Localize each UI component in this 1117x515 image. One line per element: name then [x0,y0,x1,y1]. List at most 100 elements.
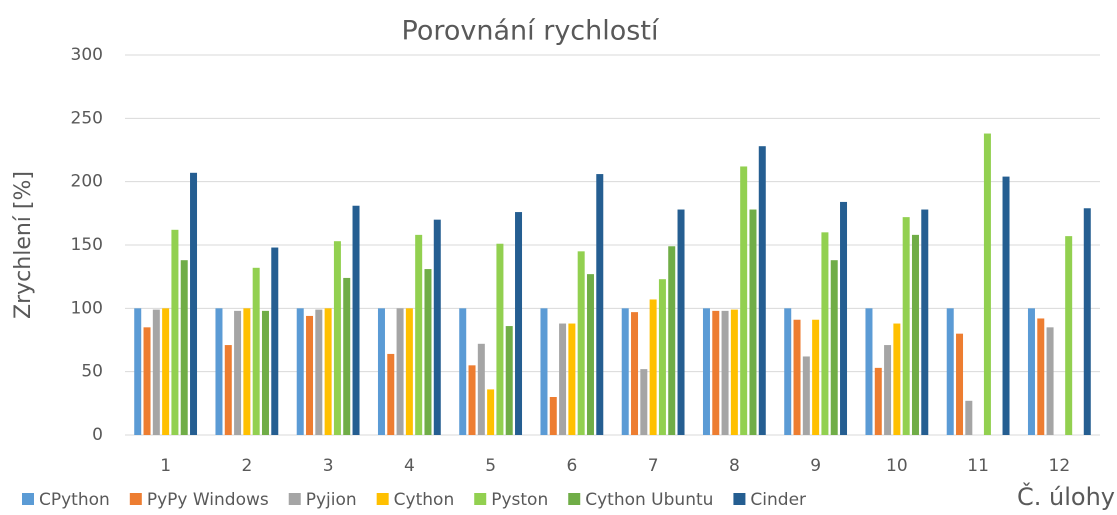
bar [234,310,242,435]
bar [496,243,504,435]
bar [946,308,954,435]
bar [468,365,476,435]
bar [568,323,576,435]
bar [190,172,198,436]
x-tick-label: 2 [241,456,252,476]
x-tick-label: 8 [729,456,740,476]
bar [405,308,413,435]
bar [162,308,170,435]
x-tick-label: 4 [404,456,415,476]
bar [658,279,666,435]
bar [152,309,160,435]
legend-swatch [568,493,581,505]
bar [721,310,729,435]
bar [515,212,523,435]
legend-swatch [474,493,487,505]
bar [171,229,179,435]
bar [965,400,973,435]
bar [874,367,882,435]
legend-label: Pyston [491,490,548,510]
legend-label: Cython [394,490,455,510]
bar [271,247,279,435]
bar [224,345,232,435]
bar [540,308,548,435]
bar [1027,308,1035,435]
bar [668,246,676,435]
y-axis-label: Zrychlení [%] [11,171,36,319]
bar [740,166,748,435]
x-tick-label: 7 [648,456,659,476]
bar [487,389,495,435]
bar [884,345,892,435]
bar [840,201,848,435]
bar [758,146,766,435]
legend-label: Cinder [750,490,806,510]
bar [549,397,557,435]
bar [243,308,251,435]
legend-label: PyPy Windows [147,490,269,510]
bar [352,205,360,435]
legend-label: Cython Ubuntu [585,490,713,510]
bar [296,308,304,435]
bar [180,260,188,435]
y-tick-label: 300 [71,45,103,65]
x-axis-label: Č. úlohy [1017,481,1115,511]
legend-swatch [22,493,34,505]
x-tick-label: 11 [967,456,989,476]
bar [396,308,404,435]
bar [1083,208,1091,435]
y-tick-label: 50 [81,362,103,382]
legend-label: Pyjion [306,490,357,510]
bar [477,343,485,435]
bar [893,323,901,435]
bar [902,217,910,435]
bar [459,308,467,435]
bar [586,274,594,435]
bar [911,234,919,435]
legend-swatch [733,493,746,505]
bar [252,267,260,435]
bar [793,319,801,435]
bar [784,308,792,435]
bar [324,308,332,435]
legend-swatch [129,493,142,505]
x-tick-label: 12 [1049,456,1071,476]
bar [1065,236,1073,435]
bar [640,369,648,435]
bar [134,308,142,435]
y-tick-label: 150 [71,235,103,255]
legend-swatch [288,493,301,505]
chart-title: Porovnání rychlostí [402,16,660,47]
legend-label: CPython [39,490,110,510]
bar [1037,318,1045,435]
bar [631,312,639,435]
bar [215,308,223,435]
bar [377,308,385,435]
bar [749,209,757,435]
bar [702,308,710,435]
legend-swatch [376,493,389,505]
bar [956,333,964,435]
y-tick-label: 250 [71,108,103,128]
bar [865,308,873,435]
bar [315,309,323,435]
bar [559,323,567,435]
bar [333,241,341,435]
x-tick-label: 9 [810,456,821,476]
bar [424,269,432,435]
bar [983,133,991,436]
bar [812,319,820,435]
y-tick-label: 100 [71,298,103,318]
bar [596,174,604,436]
bar [415,234,423,435]
y-tick-label: 200 [71,172,103,192]
bar [821,232,829,435]
bar [433,219,441,435]
bar [505,326,513,435]
bar [1046,327,1054,435]
bar [730,309,738,435]
bar [830,260,838,435]
bar [577,251,585,435]
bar [1002,176,1010,435]
